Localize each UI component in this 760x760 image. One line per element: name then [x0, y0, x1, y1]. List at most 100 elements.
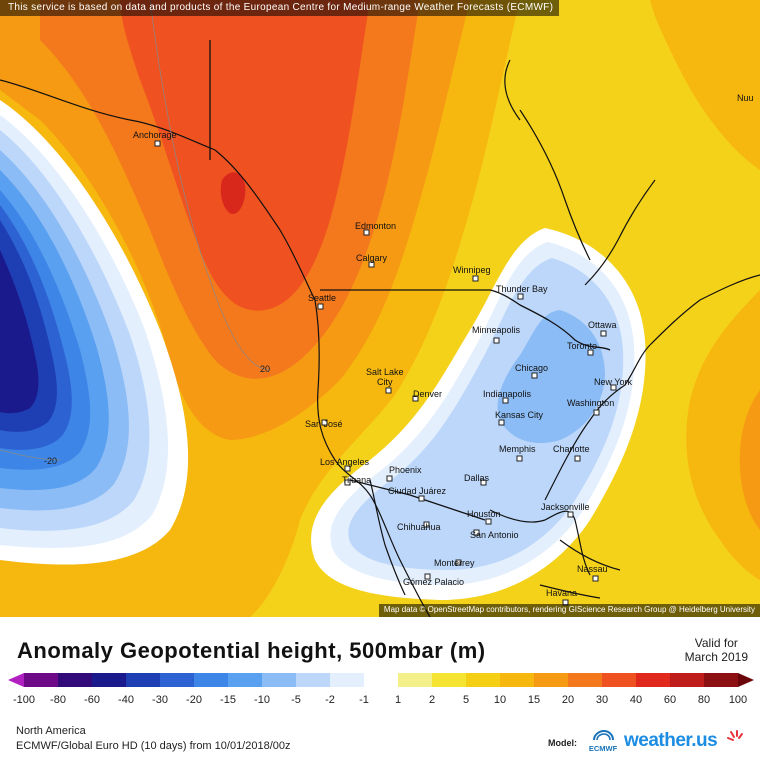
city-label[interactable]: Toronto: [567, 341, 597, 351]
legend-swatch: [228, 673, 263, 687]
city-label[interactable]: Chihuahua: [397, 522, 441, 532]
legend-swatch: [398, 673, 433, 687]
city-marker: [498, 419, 505, 426]
legend-swatch: [704, 673, 739, 687]
legend-swatch: [636, 673, 671, 687]
legend-labels: -100 -80 -60 -40 -30 -20 -15 -10 -5 -2 -1 1 2 5 10 15 20…: [13, 694, 747, 706]
legend-swatch: [500, 673, 535, 687]
city-marker: [493, 337, 500, 344]
city-marker: [485, 518, 492, 525]
city-label[interactable]: Houston: [467, 509, 501, 519]
city-label[interactable]: Havana: [546, 588, 577, 598]
city-label[interactable]: Tijuana: [342, 475, 371, 485]
city-label[interactable]: Winnipeg: [453, 265, 491, 275]
city-label[interactable]: Nassau: [577, 564, 608, 574]
city-label[interactable]: Dallas: [464, 473, 490, 483]
city-label[interactable]: Indianapolis: [483, 389, 532, 399]
city-marker: [592, 575, 599, 582]
legend-tick-label: -1: [359, 694, 369, 706]
city-marker: [587, 349, 594, 356]
model-label: Model:: [548, 738, 577, 748]
city-label[interactable]: City: [377, 377, 393, 387]
map-attribution[interactable]: Map data © OpenStreetMap contributors, r…: [378, 604, 760, 617]
legend-tick-label: 60: [664, 694, 676, 706]
anomaly-band-right-10: [686, 290, 760, 580]
legend-arrow-high: [738, 673, 754, 687]
legend-bar: [8, 673, 754, 687]
city-label[interactable]: San Antonio: [470, 530, 519, 540]
city-marker: [473, 529, 480, 536]
anomaly-map-svg: 20 -20 Anchorage Edmonton Calgary Winnip…: [0, 0, 760, 617]
city-label[interactable]: New York: [594, 377, 633, 387]
city-marker: [317, 303, 324, 310]
legend-swatch: [670, 673, 705, 687]
city-label[interactable]: San José: [305, 419, 343, 429]
contour-lines: [0, 0, 271, 461]
forecast-map[interactable]: 20 -20 Anchorage Edmonton Calgary Winnip…: [0, 0, 760, 617]
city-label[interactable]: Los Angeles: [320, 457, 370, 467]
city-label[interactable]: Kansas City: [495, 410, 544, 420]
legend-swatch: [58, 673, 93, 687]
color-legend: -100 -80 -60 -40 -30 -20 -15 -10 -5 -2 -1 1 2 5 10 15 20…: [8, 673, 754, 706]
city-label[interactable]: Nuu: [737, 93, 754, 103]
legend-tick-label: 1: [395, 694, 401, 706]
legend-swatch: [534, 673, 569, 687]
city-label[interactable]: Thunder Bay: [496, 284, 548, 294]
legend-swatch: [262, 673, 297, 687]
coastlines: [0, 59, 760, 617]
city-label[interactable]: Phoenix: [389, 465, 422, 475]
city-marker: [154, 140, 161, 147]
region-label: North America: [16, 725, 86, 737]
city-label[interactable]: Gómez Palacio: [403, 577, 464, 587]
legend-swatch: [296, 673, 331, 687]
city-label[interactable]: Minneapolis: [472, 325, 521, 335]
city-marker: [517, 293, 524, 300]
city-label[interactable]: Ottawa: [588, 320, 617, 330]
city-marker: [472, 275, 479, 282]
ecmwf-notice: This service is based on data and produc…: [0, 0, 560, 16]
city-marker: [368, 261, 375, 268]
city-marker: [363, 229, 370, 236]
chart-title: Anomaly Geopotential height, 500mbar (m): [17, 638, 486, 663]
borders: [209, 40, 611, 521]
legend-tick-label: -30: [152, 694, 168, 706]
legend-swatch: [602, 673, 637, 687]
city-label[interactable]: Seattle: [308, 293, 336, 303]
legend-tick-label: -80: [50, 694, 66, 706]
legend-swatch: [194, 673, 229, 687]
city-label[interactable]: Washington: [567, 398, 614, 408]
legend-tick-label: -100: [13, 694, 35, 706]
city-label[interactable]: Denver: [413, 389, 442, 399]
legend-tick-label: -60: [84, 694, 100, 706]
city-label[interactable]: Calgary: [356, 253, 388, 263]
city-marker: [386, 475, 393, 482]
city-label[interactable]: Jacksonville: [541, 502, 590, 512]
brand-logo[interactable]: weather.us: [624, 730, 718, 751]
anomaly-band-30: [120, 0, 370, 311]
legend-tick-label: -10: [254, 694, 270, 706]
anomaly-band-east-neg-10: [497, 310, 605, 444]
city-marker: [424, 573, 431, 580]
city-label[interactable]: Monterrey: [434, 558, 475, 568]
legend-swatch: [24, 673, 59, 687]
city-label[interactable]: Memphis: [499, 444, 536, 454]
legend-tick-label: -5: [291, 694, 301, 706]
city-marker: [480, 479, 487, 486]
brand-sun-icon: [727, 730, 743, 741]
valid-for-label: Valid for: [694, 636, 738, 650]
legend-swatch: [568, 673, 603, 687]
city-label[interactable]: Charlotte: [553, 444, 590, 454]
city-label[interactable]: Chicago: [515, 363, 548, 373]
legend-tick-label: 2: [429, 694, 435, 706]
city-marker: [574, 455, 581, 462]
legend-swatch: [330, 673, 365, 687]
contour-label-negative: -20: [44, 456, 57, 466]
valid-for: Valid for March 2019: [685, 636, 748, 664]
city-label[interactable]: Ciudad Juárez: [388, 486, 447, 496]
legend-arrow-low: [8, 673, 24, 687]
city-marker: [593, 409, 600, 416]
city-label[interactable]: Anchorage: [133, 130, 177, 140]
city-label[interactable]: Salt Lake: [366, 367, 404, 377]
city-label[interactable]: Edmonton: [355, 221, 396, 231]
legend-swatch: [466, 673, 501, 687]
